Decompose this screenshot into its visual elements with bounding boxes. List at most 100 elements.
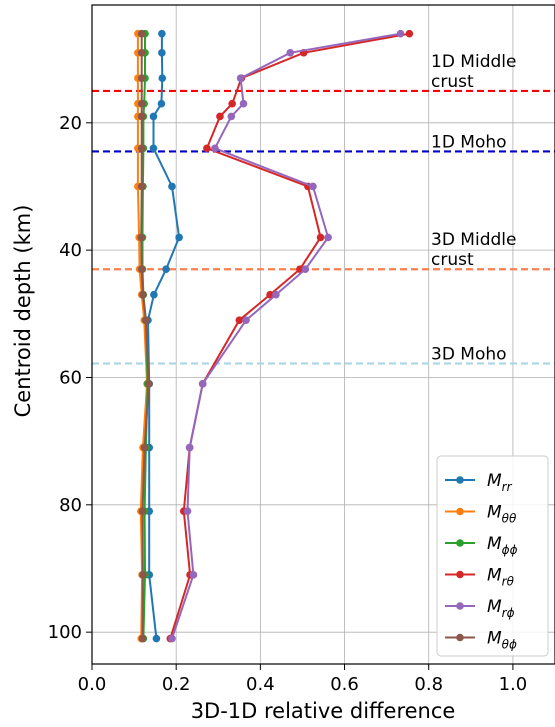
data-point [236,74,245,83]
data-point [396,29,405,38]
legend-entry-base: M [487,534,502,554]
series-line [171,32,401,639]
data-point [203,144,211,153]
legend-swatch-marker [456,476,464,484]
series-line [136,33,149,639]
x-tick-label: 0.4 [246,674,275,695]
series-M_θϕ [137,29,153,643]
series-M_rϕ [168,29,405,643]
series-line [146,33,181,639]
data-point [316,233,325,242]
data-point [137,144,146,153]
legend-swatch-marker [456,507,464,516]
data-point [286,48,295,57]
legend-entry: Mϕϕ [487,534,518,557]
legend-swatch-marker [456,602,464,610]
data-point [150,290,158,299]
data-point [175,233,183,242]
data-point [309,182,317,191]
legend-entry-subscript: rϕ [502,606,515,620]
x-axis-label: 3D-1D relative difference [191,699,456,723]
data-point [242,316,250,324]
y-tick-label: 100 [48,622,82,643]
annotations: 1D Middle crust 1D Moho 3D Middle crust 3D … [431,52,516,365]
data-point [183,507,192,515]
legend-entry-subscript: θϕ [502,638,517,652]
legend-entry-base: M [487,597,502,617]
y-tick-label: 60 [59,367,82,388]
legend-entry: Mrr [487,471,513,494]
data-point [168,634,176,643]
data-point [158,74,167,83]
legend-swatch-marker [456,633,464,642]
y-tick-label: 20 [59,113,82,134]
legend-entry: Mθθ [487,503,517,526]
reference-line-label: 1D Middle [431,52,516,72]
legend-entry-base: M [487,566,502,586]
legend-entry-subscript: rθ [502,575,515,589]
legend-entry-subscript: rr [502,480,513,494]
data-point [301,265,310,274]
series-M_rr [144,29,183,643]
legend-swatch-marker [456,570,464,579]
data-point [137,265,146,274]
legend-entry-base: M [487,629,502,649]
data-point [140,443,149,452]
data-point [139,290,147,299]
data-point [137,48,146,57]
data-point [185,443,194,452]
legend-swatch-marker [456,539,464,547]
data-point [157,99,166,108]
legend-entry-subscript: θθ [502,512,517,526]
data-point [138,634,147,643]
reference-line-label: 1D Moho [431,132,507,152]
series-line [169,32,410,639]
data-point [137,233,146,242]
x-tick-label: 0.2 [162,674,191,695]
series-group [134,29,414,643]
y-axis-label: Centroid depth (km) [11,205,35,418]
data-point [211,144,219,153]
legend-entry: Mrθ [487,566,515,589]
data-point [158,29,166,38]
data-point [239,99,248,108]
data-point [227,112,236,121]
data-point [272,290,280,299]
data-point [216,112,224,121]
data-point [137,182,146,191]
x-tick-label: 0.6 [330,674,359,695]
data-point [158,48,166,57]
x-tick-label: 1.0 [499,674,528,695]
data-point [139,571,147,579]
y-tick-label: 80 [59,495,82,516]
data-point [235,316,244,324]
y-tick-label: 40 [59,240,82,261]
data-point [189,571,198,579]
data-point [152,634,161,643]
legend-entry: Mθϕ [487,629,517,652]
y-axis: 20 40 60 80 100 [48,113,92,643]
reference-line-label: 3D Moho [431,344,507,364]
data-point [137,112,146,121]
data-point [162,265,170,274]
series-M_rθ [166,29,414,643]
data-point [138,507,147,515]
x-axis: 0.0 0.2 0.4 0.6 0.8 1.0 [78,664,528,695]
data-point [149,144,158,153]
data-point [405,29,414,38]
data-point [266,290,274,299]
data-point [198,380,207,388]
data-point [137,74,146,83]
plot-frame [91,4,555,665]
series-line [141,33,149,639]
data-point [149,112,158,121]
x-tick-label: 0.0 [78,674,107,695]
series-line [140,33,150,639]
legend-entry-subscript: ϕϕ [502,543,518,557]
legend-entry-base: M [487,503,502,523]
data-point [228,99,236,108]
reference-line-label: 3D Middle [431,230,516,250]
legend-entry-base: M [487,471,502,491]
